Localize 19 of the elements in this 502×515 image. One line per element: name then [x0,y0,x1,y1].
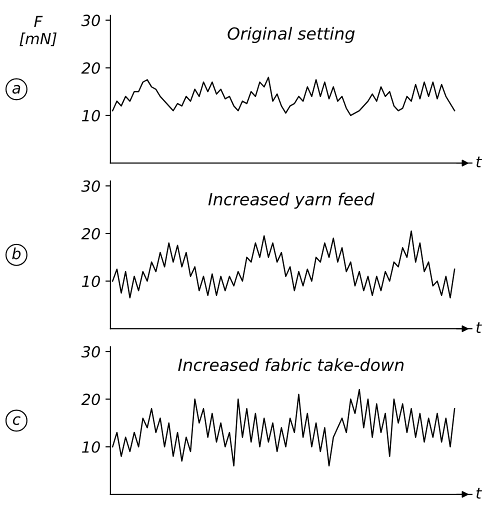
x-axis-title: t [476,322,482,333]
y-tick-label: 10 [82,110,100,122]
text: a [12,84,20,94]
text: Original setting [228,26,355,44]
y-tick-label: 30 [81,180,100,192]
y-tick-label: 10 [82,276,100,288]
text: c [12,416,20,426]
y-tick-label: 20 [81,62,100,74]
text: b [12,248,21,260]
text: Increased yarn feed [208,192,374,209]
y-tick-label: 10 [82,441,100,453]
y-tick-label: 20 [81,228,100,240]
x-axis-title: t [476,156,482,168]
text: Increased fabric take-down [178,358,404,372]
y-tick-label: 20 [81,394,100,406]
x-axis-title: t [476,488,482,499]
y-tick-label: 30 [81,346,100,358]
y-axis-title: F [mN] [20,16,57,46]
y-tick-label: 30 [81,14,100,26]
